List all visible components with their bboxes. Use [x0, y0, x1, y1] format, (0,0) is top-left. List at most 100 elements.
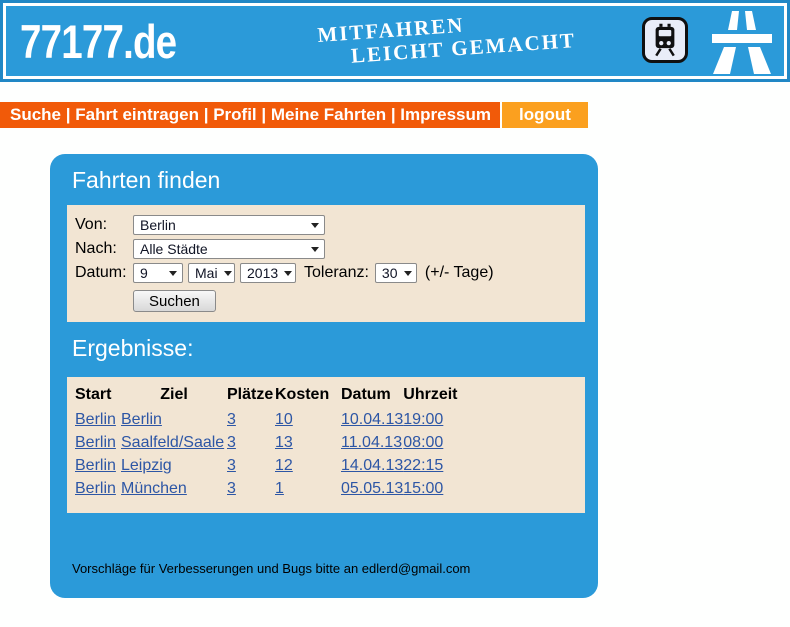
search-form: Von: Berlin Nach: Alle Städte Datum: 9 M… [67, 205, 585, 322]
cell-uhrzeit: 15:00 [403, 478, 473, 501]
nav-links: Suche | Fahrt eintragen | Profil | Meine… [0, 102, 500, 128]
cell-link-uhrzeit[interactable]: 08:00 [403, 434, 444, 451]
form-row-nach: Nach: Alle Städte [75, 237, 585, 261]
cell-link-start[interactable]: Berlin [75, 457, 116, 474]
results-title: Ergebnisse: [72, 335, 194, 361]
month-select[interactable]: Mai [188, 263, 235, 283]
cell-link-plaetze[interactable]: 3 [227, 411, 236, 428]
banner-inner: 77177.de MITFAHREN LEICHT GEMACHT [6, 6, 784, 76]
col-header-kosten: Kosten [275, 386, 330, 403]
table-header-row: Start Ziel Plätze Kosten Datum Uhrzeit [75, 386, 473, 409]
cell-link-datum[interactable]: 14.04.13 [341, 457, 404, 474]
cell-link-kosten[interactable]: 13 [275, 434, 293, 451]
cell-link-ziel[interactable]: München [121, 480, 187, 497]
cell-link-datum[interactable]: 05.05.13 [341, 480, 404, 497]
cell-link-uhrzeit[interactable]: 19:00 [403, 411, 444, 428]
main-panel: Fahrten finden Von: Berlin Nach: Alle St… [50, 154, 598, 598]
von-select[interactable]: Berlin [133, 215, 325, 235]
cell-ziel: Saalfeld/Saale [121, 432, 227, 455]
cell-kosten: 13 [275, 432, 341, 455]
cell-link-datum[interactable]: 10.04.13 [341, 411, 404, 428]
toleranz-label: Toleranz: [304, 264, 369, 281]
von-select-value: Berlin [140, 217, 176, 233]
cell-link-start[interactable]: Berlin [75, 434, 116, 451]
footer-note: Vorschläge für Verbesserungen und Bugs b… [72, 561, 471, 576]
toleranz-select-value: 30 [381, 265, 398, 281]
cell-plaetze: 3 [227, 455, 275, 478]
cell-start: Berlin [75, 455, 121, 478]
train-icon[interactable] [642, 17, 688, 63]
logout-button[interactable]: logout [502, 102, 588, 128]
cell-link-plaetze[interactable]: 3 [227, 480, 236, 497]
col-header-uhrzeit: Uhrzeit [403, 386, 458, 403]
table-row: Berlin Saalfeld/Saale 3 13 11.04.13 08:00 [75, 432, 473, 455]
cell-link-kosten[interactable]: 10 [275, 411, 293, 428]
year-select-value: 2013 [247, 265, 279, 281]
cell-link-uhrzeit[interactable]: 22:15 [403, 457, 444, 474]
cell-link-plaetze[interactable]: 3 [227, 457, 236, 474]
col-header-ziel: Ziel [160, 386, 188, 403]
cell-link-plaetze[interactable]: 3 [227, 434, 236, 451]
chevron-down-icon [284, 270, 293, 276]
cell-link-kosten[interactable]: 1 [275, 480, 284, 497]
cell-datum: 10.04.13 [341, 409, 403, 432]
col-header-start: Start [75, 386, 112, 403]
nav-item-profil[interactable]: Profil [213, 105, 257, 124]
chevron-down-icon [403, 270, 412, 276]
table-row: Berlin München 3 1 05.05.13 15:00 [75, 478, 473, 501]
motorway-icon [712, 11, 772, 74]
cell-start: Berlin [75, 478, 121, 501]
cell-kosten: 10 [275, 409, 341, 432]
nav-item-meine-fahrten[interactable]: Meine Fahrten [270, 105, 387, 124]
toleranz-select[interactable]: 30 [374, 263, 417, 283]
cell-datum: 05.05.13 [341, 478, 403, 501]
cell-datum: 11.04.13 [341, 432, 403, 455]
site-banner: 77177.de MITFAHREN LEICHT GEMACHT [0, 0, 790, 82]
cell-ziel: Leipzig [121, 455, 227, 478]
chevron-down-icon [311, 246, 319, 252]
chevron-down-icon [169, 270, 177, 276]
nav-item-impressum[interactable]: Impressum [400, 105, 491, 124]
cell-link-datum[interactable]: 11.04.13 [341, 434, 403, 451]
table-row: Berlin Berlin 3 10 10.04.13 19:00 [75, 409, 473, 432]
cell-link-start[interactable]: Berlin [75, 411, 116, 428]
main-nav: Suche | Fahrt eintragen | Profil | Meine… [0, 102, 790, 128]
cell-uhrzeit: 19:00 [403, 409, 473, 432]
day-select[interactable]: 9 [133, 263, 183, 283]
year-select[interactable]: 2013 [240, 263, 296, 283]
train-icon-glyph [655, 23, 675, 57]
nav-separator: | [386, 105, 401, 124]
cell-link-kosten[interactable]: 12 [275, 457, 293, 474]
form-row-von: Von: Berlin [75, 213, 585, 237]
results-box: Start Ziel Plätze Kosten Datum Uhrzeit Berlin… [67, 377, 585, 513]
cell-link-uhrzeit[interactable]: 15:00 [403, 480, 444, 497]
cell-kosten: 1 [275, 478, 341, 501]
von-label: Von: [75, 216, 108, 233]
chevron-down-icon [311, 222, 319, 228]
day-select-value: 9 [140, 265, 148, 281]
panel-title: Fahrten finden [72, 167, 221, 193]
cell-plaetze: 3 [227, 478, 275, 501]
cell-start: Berlin [75, 409, 121, 432]
nach-select-value: Alle Städte [140, 241, 208, 257]
cell-datum: 14.04.13 [341, 455, 403, 478]
month-select-value: Mai [195, 265, 218, 281]
results-table: Start Ziel Plätze Kosten Datum Uhrzeit Berlin… [75, 386, 473, 501]
cell-uhrzeit: 22:15 [403, 455, 473, 478]
cell-link-ziel[interactable]: Leipzig [121, 457, 172, 474]
suchen-button[interactable]: Suchen [133, 290, 216, 312]
chevron-down-icon [223, 270, 232, 276]
nach-select[interactable]: Alle Städte [133, 239, 325, 259]
datum-label: Datum: [75, 264, 127, 281]
cell-plaetze: 3 [227, 409, 275, 432]
cell-link-ziel[interactable]: Berlin [121, 411, 162, 428]
site-slogan: MITFAHREN LEICHT GEMACHT [317, 6, 577, 70]
cell-start: Berlin [75, 432, 121, 455]
cell-kosten: 12 [275, 455, 341, 478]
cell-link-start[interactable]: Berlin [75, 480, 116, 497]
nav-separator: | [256, 105, 271, 124]
form-row-datum: Datum: 9 Mai 2013 Toleranz: 30 (+/- Tage… [75, 261, 585, 285]
nav-item-suche[interactable]: Suche [10, 105, 62, 124]
cell-link-ziel[interactable]: Saalfeld/Saale [121, 434, 225, 451]
nav-item-fahrt-eintragen[interactable]: Fahrt eintragen [75, 105, 199, 124]
